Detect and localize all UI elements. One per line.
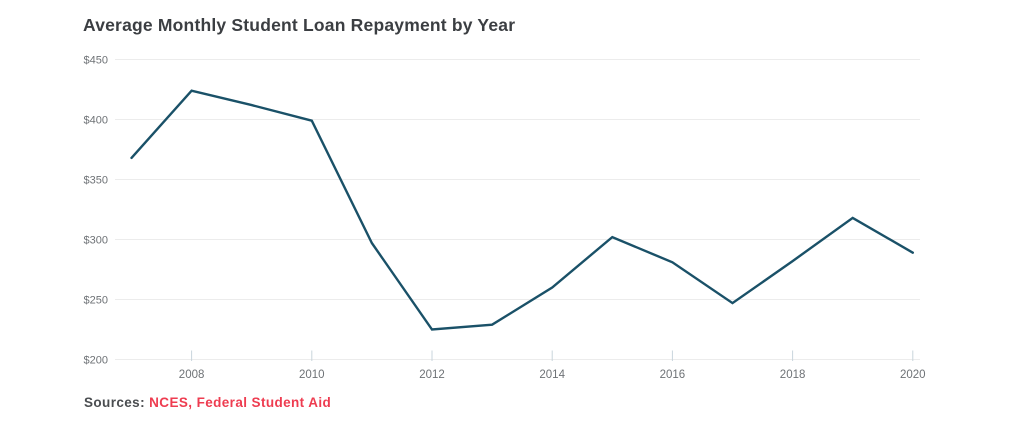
source-link-federal-student-aid[interactable]: Federal Student Aid: [196, 395, 332, 410]
x-axis-label-2018: 2018: [780, 369, 806, 381]
x-axis-label-2008: 2008: [179, 369, 205, 381]
data-line-series: [130, 89, 914, 331]
sources: Sources: NCES, Federal Student Aid: [84, 395, 331, 410]
x-axis-label-2020: 2020: [900, 369, 926, 381]
y-axis-label-200: $200: [84, 355, 108, 367]
chart-title: Average Monthly Student Loan Repayment b…: [83, 15, 516, 35]
sources-label: Sources:: [84, 395, 145, 410]
y-axis-label-250: $250: [84, 295, 108, 307]
y-axis-label-300: $300: [84, 235, 108, 247]
x-axis-label-2012: 2012: [419, 369, 445, 381]
sources-separator: ,: [188, 395, 197, 410]
y-axis-label-400: $400: [84, 115, 108, 127]
x-axis-label-2014: 2014: [539, 369, 565, 381]
y-axis-label-350: $350: [84, 175, 108, 187]
x-axis-label-2010: 2010: [299, 369, 325, 381]
x-axis-label-2016: 2016: [660, 369, 686, 381]
source-link-nces[interactable]: NCES: [149, 395, 189, 410]
y-axis-label-450: $450: [84, 55, 108, 67]
